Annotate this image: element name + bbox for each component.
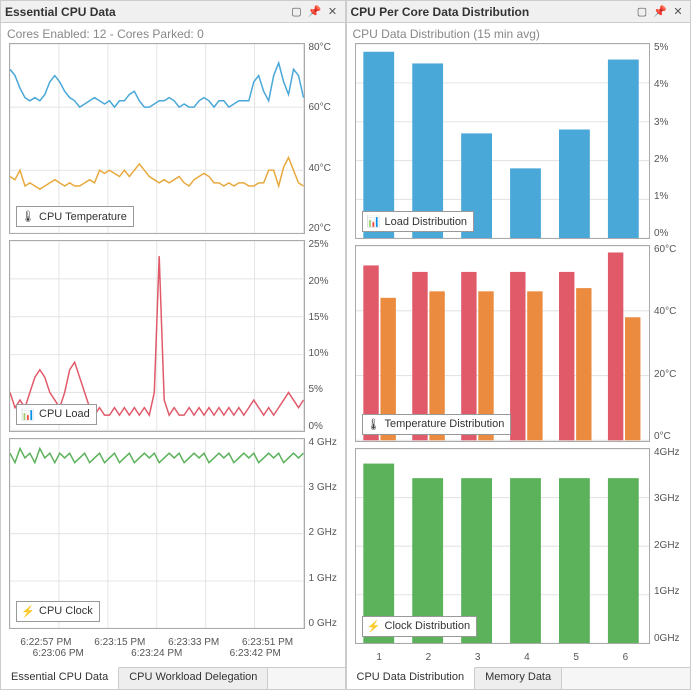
temp-dist-legend: 🌡 Temperature Distribution bbox=[362, 414, 512, 435]
clock-y-axis: 4 GHz3 GHz2 GHz1 GHz0 GHz bbox=[305, 438, 341, 629]
left-panel: Essential CPU Data ▢ 📌 ✕ Cores Enabled: … bbox=[0, 0, 346, 690]
close-icon[interactable]: ✕ bbox=[670, 4, 686, 20]
clock-icon: ⚡ bbox=[21, 605, 35, 618]
thermometer-icon: 🌡 bbox=[21, 210, 35, 223]
left-subtitle: Cores Enabled: 12 - Cores Parked: 0 bbox=[1, 23, 345, 43]
clock-dist-legend-label: Clock Distribution bbox=[385, 620, 471, 632]
load-legend-label: CPU Load bbox=[39, 408, 90, 420]
right-panel-header: CPU Per Core Data Distribution ▢ 📌 ✕ bbox=[347, 1, 691, 23]
thermometer-icon: 🌡 bbox=[367, 418, 381, 431]
right-panel: CPU Per Core Data Distribution ▢ 📌 ✕ CPU… bbox=[346, 0, 691, 690]
tab-cpu-data-distribution[interactable]: CPU Data Distribution bbox=[347, 667, 476, 689]
left-tabs: Essential CPU DataCPU Workload Delegatio… bbox=[1, 667, 345, 689]
pin-icon[interactable]: 📌 bbox=[307, 4, 323, 20]
left-panel-header: Essential CPU Data ▢ 📌 ✕ bbox=[1, 1, 345, 23]
pin-icon[interactable]: 📌 bbox=[652, 4, 668, 20]
clock-dist-y-axis: 4GHz3GHz2GHz1GHz0GHz bbox=[650, 448, 686, 644]
load-dist-chart: 📊 Load Distribution 5%4%3%2%1%0% bbox=[355, 43, 687, 239]
right-tabs: CPU Data DistributionMemory Data bbox=[347, 667, 691, 689]
clock-icon: ⚡ bbox=[367, 620, 381, 633]
left-panel-title: Essential CPU Data bbox=[5, 5, 287, 19]
bar-x-axis: 123456 bbox=[355, 650, 687, 663]
temp-dist-y-axis: 60°C40°C20°C0°C bbox=[650, 245, 686, 441]
tab-cpu-workload-delegation[interactable]: CPU Workload Delegation bbox=[119, 668, 268, 689]
tab-memory-data[interactable]: Memory Data bbox=[475, 668, 562, 689]
load-chart: 📊 CPU Load 25%20%15%10%5%0% bbox=[9, 240, 341, 431]
temp-dist-legend-label: Temperature Distribution bbox=[385, 418, 505, 430]
load-y-axis: 25%20%15%10%5%0% bbox=[305, 240, 341, 431]
load-dist-y-axis: 5%4%3%2%1%0% bbox=[650, 43, 686, 239]
clock-legend: ⚡ CPU Clock bbox=[16, 601, 100, 622]
clock-legend-label: CPU Clock bbox=[39, 605, 93, 617]
load-dist-legend-label: Load Distribution bbox=[385, 216, 468, 228]
temp-chart: 🌡 CPU Temperature 80°C60°C40°C20°C bbox=[9, 43, 341, 234]
clock-dist-chart: ⚡ Clock Distribution 4GHz3GHz2GHz1GHz0GHz bbox=[355, 448, 687, 644]
temp-legend: 🌡 CPU Temperature bbox=[16, 206, 134, 227]
clock-chart: ⚡ CPU Clock 4 GHz3 GHz2 GHz1 GHz0 GHz bbox=[9, 438, 341, 629]
bars-icon: 📊 bbox=[367, 215, 381, 228]
right-subtitle: CPU Data Distribution (15 min avg) bbox=[347, 23, 691, 43]
load-dist-legend: 📊 Load Distribution bbox=[362, 211, 475, 232]
temp-y-axis: 80°C60°C40°C20°C bbox=[305, 43, 341, 234]
clock-dist-legend: ⚡ Clock Distribution bbox=[362, 616, 478, 637]
maximize-icon[interactable]: ▢ bbox=[634, 4, 650, 20]
x-axis-row2: 6:23:06 PM6:23:24 PM6:23:42 PM bbox=[9, 648, 341, 663]
bars-icon: 📊 bbox=[21, 408, 35, 421]
left-body: 🌡 CPU Temperature 80°C60°C40°C20°C 📊 CPU L… bbox=[1, 43, 345, 667]
right-panel-title: CPU Per Core Data Distribution bbox=[351, 5, 633, 19]
x-axis-row1: 6:22:57 PM6:23:15 PM6:23:33 PM6:23:51 PM bbox=[9, 635, 341, 648]
tab-essential-cpu-data[interactable]: Essential CPU Data bbox=[1, 667, 119, 689]
right-body: 📊 Load Distribution 5%4%3%2%1%0% 🌡 Tempera… bbox=[347, 43, 691, 667]
close-icon[interactable]: ✕ bbox=[325, 4, 341, 20]
maximize-icon[interactable]: ▢ bbox=[289, 4, 305, 20]
temp-legend-label: CPU Temperature bbox=[39, 211, 127, 223]
temp-dist-chart: 🌡 Temperature Distribution 60°C40°C20°C0°… bbox=[355, 245, 687, 441]
load-legend: 📊 CPU Load bbox=[16, 404, 97, 425]
